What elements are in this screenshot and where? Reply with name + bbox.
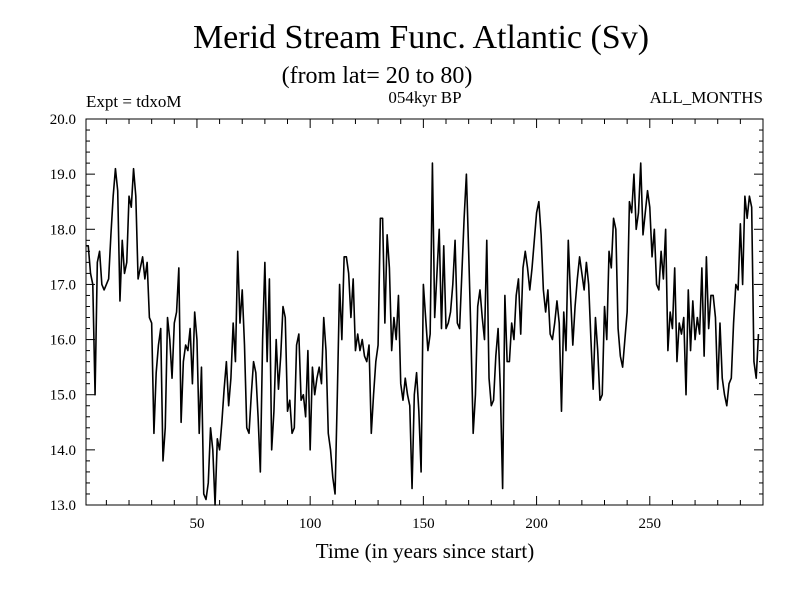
period-label: 054kyr BP [388, 88, 461, 107]
x-tick-label: 200 [525, 516, 548, 532]
experiment-label: Expt = tdxoM [86, 92, 182, 111]
x-tick-label: 50 [189, 516, 204, 532]
y-tick-label: 14.0 [50, 443, 76, 459]
chart-title: Merid Stream Func. Atlantic (Sv) [193, 19, 649, 56]
y-tick-label: 18.0 [50, 222, 76, 238]
chart-subtitle: (from lat= 20 to 80) [282, 63, 473, 89]
series-line [86, 162, 760, 506]
y-tick-label: 13.0 [50, 498, 76, 514]
plot-frame [85, 118, 764, 506]
y-tick-label: 16.0 [50, 333, 76, 349]
y-tick-label: 19.0 [50, 167, 76, 183]
x-tick-label: 100 [299, 516, 322, 532]
x-axis-label: Time (in years since start) [316, 539, 535, 563]
y-tick-label: 17.0 [50, 277, 76, 293]
months-label: ALL_MONTHS [650, 88, 763, 107]
axes: 13.0 14.0 15.0 16.0 17.0 18.0 19.0 20.0 50 100 150… [50, 112, 764, 532]
y-tick-label: 15.0 [50, 388, 76, 404]
x-tick-label: 150 [412, 516, 435, 532]
y-tick-label: 20.0 [50, 112, 76, 128]
series-layer [86, 162, 760, 506]
x-tick-label: 250 [639, 516, 662, 532]
